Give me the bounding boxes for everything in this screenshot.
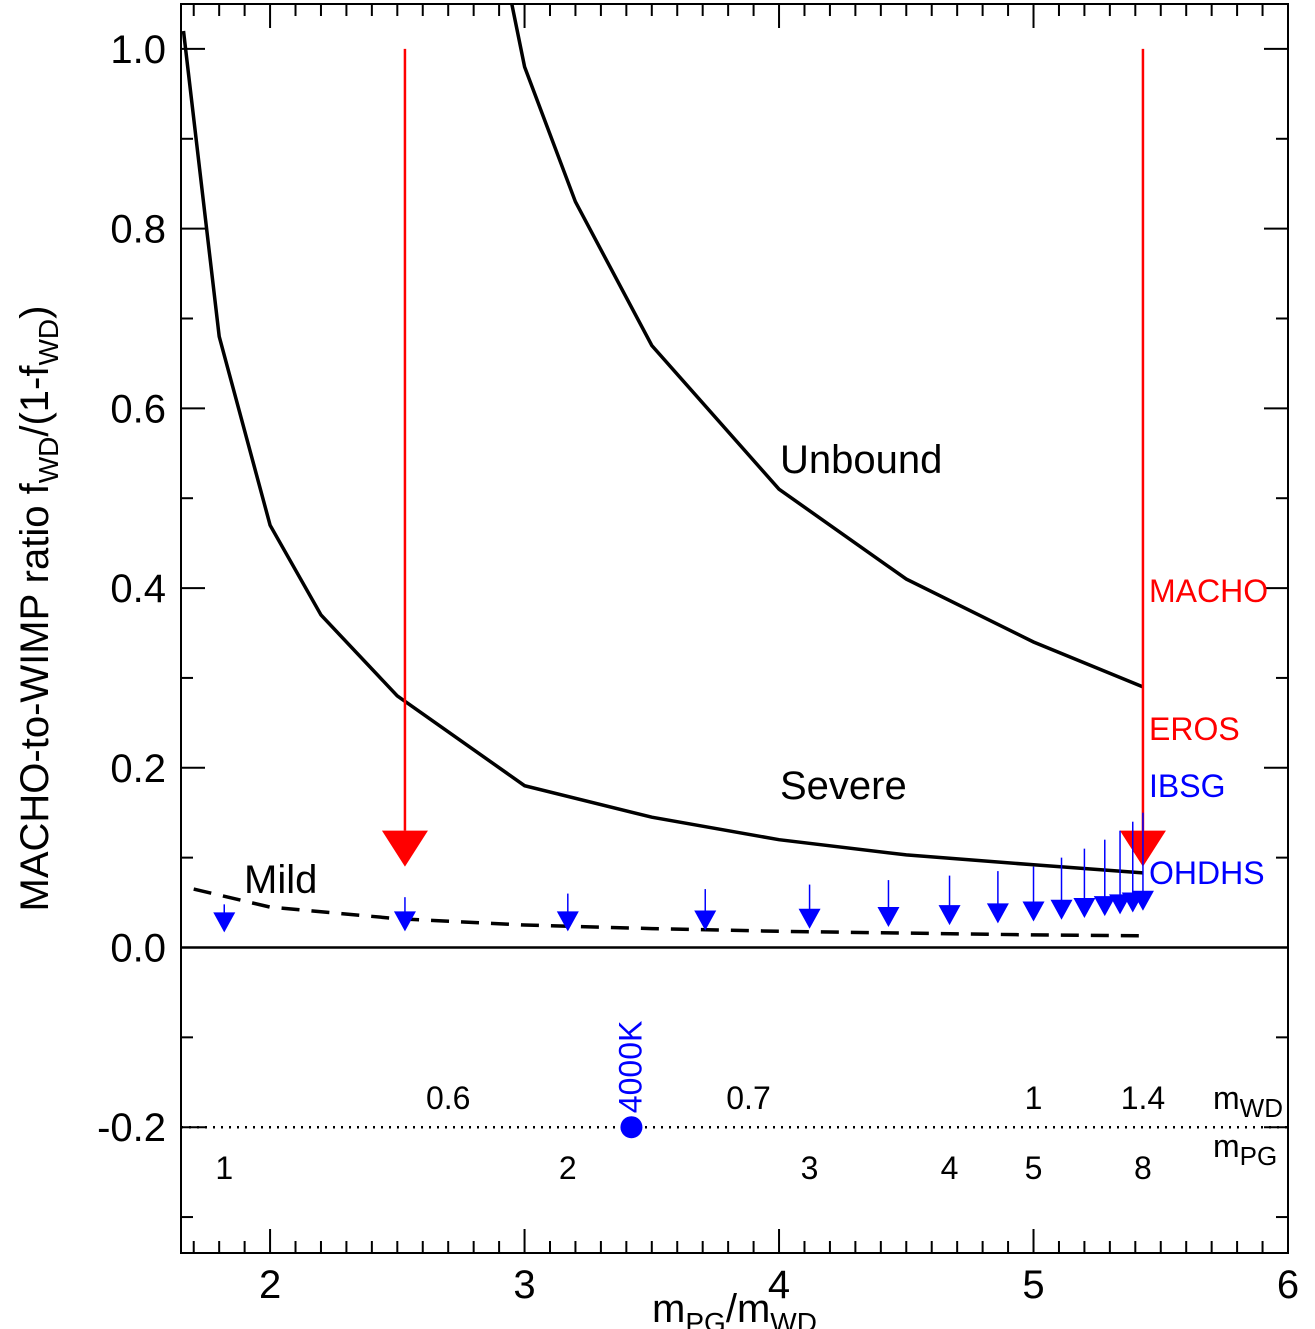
mpg-scale-label: 2	[559, 1150, 577, 1186]
mpg-scale-title: mPG	[1213, 1128, 1277, 1171]
y-tick-label: 0.8	[110, 208, 166, 252]
x-tick-label: 5	[1022, 1263, 1044, 1307]
x-tick-label: 6	[1277, 1263, 1299, 1307]
y-tick-label: 0.4	[110, 567, 166, 611]
mwd-scale-title: mWD	[1213, 1080, 1283, 1123]
mwd-scale-label: 0.6	[426, 1080, 470, 1116]
upper-limit-marker	[556, 911, 579, 932]
upper-limit-marker	[393, 911, 416, 932]
y-tick-label: 1.0	[110, 28, 166, 72]
upper-limit-marker	[1073, 897, 1096, 918]
mpg-scale-label: 8	[1134, 1150, 1152, 1186]
upper-limit-marker	[1022, 901, 1045, 922]
upper-limit-marker	[213, 912, 236, 933]
y-axis-title: MACHO-to-WIMP ratio fWD/(1-fWD)	[13, 306, 64, 912]
mpg-scale-label: 1	[215, 1150, 233, 1186]
red-arrow-head	[381, 830, 428, 867]
upper-limit-marker	[938, 905, 961, 926]
label-ohdhs: OHDHS	[1149, 855, 1265, 891]
upper-limit-marker	[877, 906, 900, 927]
mpg-scale-label: 4	[941, 1150, 959, 1186]
x-tick-label: 2	[259, 1263, 281, 1307]
upper-limit-marker	[1093, 896, 1116, 917]
x-tick-label: 4	[768, 1263, 790, 1307]
y-tick-label: 0.0	[110, 926, 166, 970]
upper-limit-marker	[986, 903, 1009, 924]
series-mild-line	[193, 887, 1143, 938]
x-axis-title: mPG/mWD	[652, 1287, 817, 1329]
point-4000k-label: 4000K	[612, 1021, 648, 1114]
label-mild: Mild	[244, 858, 317, 902]
upper-limit-marker	[1131, 890, 1154, 911]
y-tick-label: -0.2	[97, 1106, 166, 1150]
mpg-scale-label: 3	[801, 1150, 819, 1186]
label-unbound: Unbound	[780, 438, 942, 482]
upper-limit-marker	[694, 910, 717, 931]
label-macho: MACHO	[1149, 573, 1268, 609]
y-tick-label: 0.6	[110, 387, 166, 431]
upper-limit-marker	[798, 908, 821, 929]
mwd-scale-label: 1.4	[1121, 1080, 1165, 1116]
x-tick-label: 3	[513, 1263, 535, 1307]
label-ibsg: IBSG	[1149, 768, 1225, 804]
point-4000k	[620, 1116, 643, 1139]
plot-frame	[180, 3, 1289, 1254]
mwd-scale-label: 1	[1025, 1080, 1043, 1116]
label-eros: EROS	[1149, 711, 1240, 747]
y-tick-label: 0.2	[110, 747, 166, 791]
upper-limit-marker	[1050, 899, 1073, 920]
series-severe-line	[181, 30, 1144, 875]
mpg-scale-label: 5	[1025, 1150, 1043, 1186]
series-unbound-line	[510, 3, 1144, 689]
label-severe: Severe	[780, 764, 907, 808]
mwd-scale-label: 0.7	[726, 1080, 770, 1116]
